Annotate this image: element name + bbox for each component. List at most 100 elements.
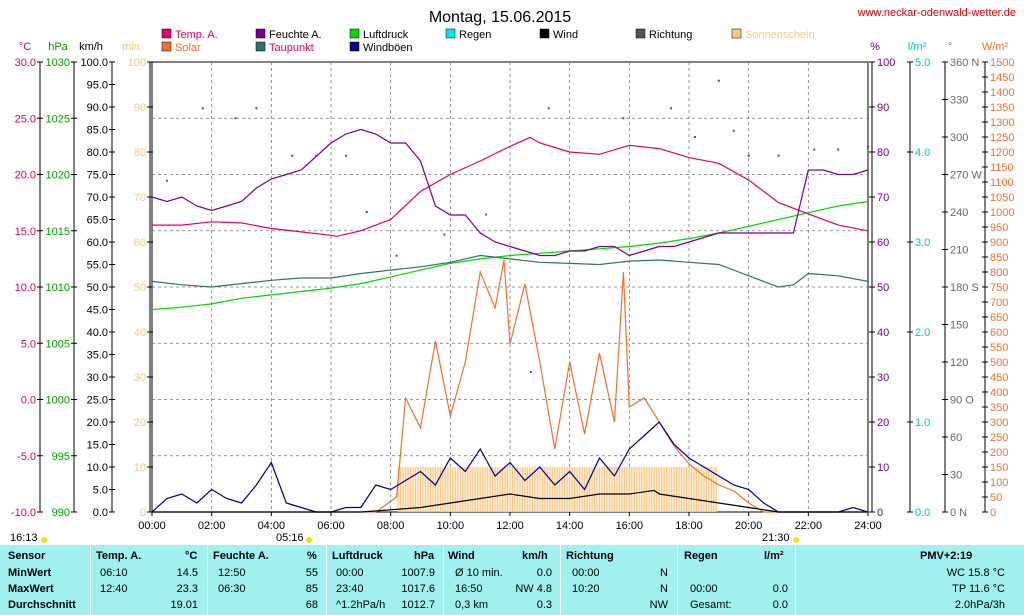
direction-point [255, 107, 258, 110]
tick-label-kmh: 85.0 [87, 125, 108, 137]
tick-label-wm2: 800 [990, 267, 1008, 279]
tick-label-deg: 30 [950, 470, 962, 482]
sunset-label: 21:30 [762, 532, 790, 544]
weather-chart: Montag, 15.06.2015 www.neckar-odenwald-w… [10, 7, 1016, 544]
axes: 30.025.020.015.010.05.00.0-5.0-10.010301… [11, 57, 1015, 519]
tick-label-wm2: 350 [990, 402, 1008, 414]
x-tick-label: 08:00 [377, 520, 405, 532]
sunset-icon [793, 537, 799, 543]
stat-rain-v: 0.0 [772, 583, 788, 595]
stat-temp-t: 06:10 [100, 567, 128, 579]
series-line-humidity [151, 128, 869, 257]
tick-label-rain: 1.0 [915, 417, 930, 429]
tick-label-wm2: 1000 [990, 207, 1014, 219]
stat-temp-v: 14.5 [176, 567, 198, 579]
x-tick-label: 10:00 [437, 520, 465, 532]
divider [326, 545, 327, 615]
tick-label-rain: 2.0 [915, 327, 930, 339]
tick-label-pct: 40 [877, 327, 889, 339]
stat-extra: 2.0hPa/3h [954, 599, 1005, 611]
stat-wind-v: NW 4.8 [515, 583, 552, 595]
stat-temp-v: 23.3 [176, 583, 198, 595]
tick-label-hpa: 1020 [46, 170, 70, 182]
direction-point [813, 148, 816, 151]
stat-rain-t: 00:00 [690, 583, 718, 595]
x-tick-label: 04:00 [258, 520, 286, 532]
website-link[interactable]: www.neckar-odenwald-wetter.de [857, 7, 1016, 19]
direction-point [291, 154, 294, 157]
tick-label-kmh: 5.0 [93, 485, 108, 497]
tick-label-kmh: 75.0 [87, 170, 108, 182]
stat-press-v: 1012.7 [401, 599, 435, 611]
tick-label-wm2: 0 [990, 507, 996, 519]
direction-point [395, 254, 398, 257]
direction-point [344, 154, 347, 157]
tick-label-wm2: 1250 [990, 132, 1014, 144]
tick-label-kmh: 55.0 [87, 260, 108, 272]
tick-label-min: 20 [134, 417, 146, 429]
series-line-dewpoint [151, 254, 869, 288]
tick-label-wm2: 1050 [990, 192, 1014, 204]
tick-label-degC: -5.0 [17, 451, 36, 463]
tick-label-deg: 0 N [950, 507, 967, 519]
stat-dir-v: N [660, 567, 668, 579]
divider [443, 545, 444, 615]
series-line-wind [152, 489, 868, 513]
sun-times: 16:13 05:16 21:30 [10, 532, 799, 544]
tick-label-min: 70 [134, 192, 146, 204]
stat-label: MaxWert [8, 583, 54, 595]
legend-label-sunshine: Sonnenschein [745, 29, 815, 41]
tick-label-rain: 5.0 [915, 57, 930, 69]
tick-label-degC: 5.0 [21, 338, 36, 350]
unit-deg: ° [948, 41, 952, 53]
tick-label-wm2: 1450 [990, 72, 1014, 84]
tick-label-deg: 90 O [950, 395, 974, 407]
tick-label-deg: 150 [950, 320, 968, 332]
tick-label-kmh: 20.0 [87, 417, 108, 429]
axis-units: °C hPa km/h min% l/m² ° W/m² [19, 41, 1009, 53]
legend: Temp. A. Feuchte A. Luftdruck Regen Wind Rich… [161, 28, 815, 54]
tick-label-kmh: 0.0 [93, 507, 108, 519]
stat-dir-v: N [660, 583, 668, 595]
stat-extra: WC 15.8 °C [946, 567, 1005, 579]
tick-label-min: 10 [134, 462, 146, 474]
direction-point [485, 213, 488, 216]
tick-label-pct: 20 [877, 417, 889, 429]
tick-label-pct: 100 [877, 57, 895, 69]
divider [207, 545, 208, 615]
direction-point [777, 154, 780, 157]
stat-label: MinWert [8, 567, 52, 579]
col-pmv: PMV+2:19 [920, 550, 973, 562]
direction-point [693, 136, 696, 138]
direction-point [165, 179, 168, 182]
series-lines [151, 128, 869, 513]
legend-swatch-pressure [349, 28, 360, 39]
tick-label-wm2: 400 [990, 387, 1008, 399]
legend-label-rain: Regen [459, 29, 491, 41]
tick-label-kmh: 35.0 [87, 350, 108, 362]
x-tick-label: 18:00 [675, 520, 703, 532]
tick-label-deg: 330 [950, 95, 968, 107]
tick-label-wm2: 1150 [990, 162, 1014, 174]
x-tick-label: 00:00 [138, 520, 166, 532]
legend-swatch-sunshine [731, 28, 742, 39]
x-tick-label: 12:00 [496, 520, 524, 532]
legend-label-gust: Windböen [363, 42, 413, 54]
tick-label-wm2: 1100 [990, 177, 1014, 189]
stat-rain-t: Gesamt: [690, 599, 732, 611]
divider [560, 545, 561, 615]
stat-wind-a: 0,3 km [455, 599, 489, 611]
direction-point [529, 371, 532, 373]
stat-extra: TP 11.6 °C [952, 583, 1005, 595]
col-sensor: Sensor [8, 550, 46, 562]
stat-hum-t: 12:50 [218, 567, 246, 579]
legend-label-pressure: Luftdruck [363, 29, 409, 41]
stat-hum-v: 55 [305, 567, 318, 579]
tick-label-kmh: 100.0 [80, 57, 108, 69]
sunrise-icon [306, 537, 312, 543]
stat-temp-t: 12:40 [100, 583, 128, 595]
legend-label-dewpoint: Taupunkt [269, 42, 314, 54]
direction-point [732, 129, 735, 132]
tick-label-wm2: 50 [990, 492, 1002, 504]
tick-label-kmh: 80.0 [87, 147, 108, 159]
